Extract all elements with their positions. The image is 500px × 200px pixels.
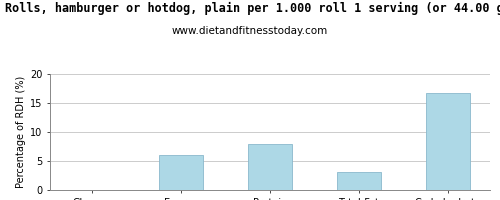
Text: www.dietandfitnesstoday.com: www.dietandfitnesstoday.com [172, 26, 328, 36]
Y-axis label: Percentage of RDH (%): Percentage of RDH (%) [16, 76, 26, 188]
Bar [159, 155, 204, 190]
Bar [248, 144, 292, 190]
Bar [426, 93, 470, 190]
Bar [336, 172, 381, 190]
Text: Rolls, hamburger or hotdog, plain per 1.000 roll 1 serving (or 44.00 g): Rolls, hamburger or hotdog, plain per 1.… [5, 2, 500, 15]
